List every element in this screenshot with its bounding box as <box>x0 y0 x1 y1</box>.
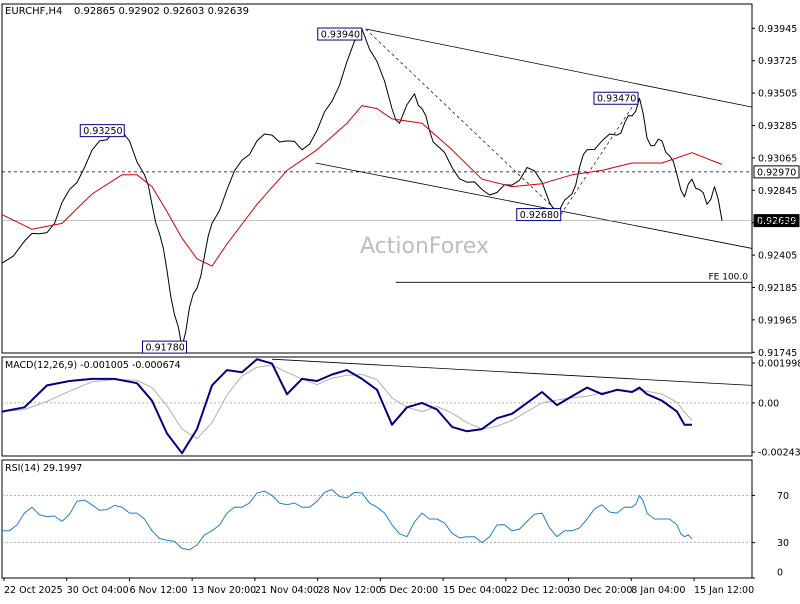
price-tick-label: 0.91745 <box>758 348 797 359</box>
price-tick-label: 0.91965 <box>758 315 797 326</box>
price-tick-label: 0.93065 <box>758 153 797 164</box>
price-tick-label: 0.92625 <box>758 218 797 229</box>
rsi-tick-label: 0 <box>777 568 783 579</box>
macd-trendline <box>271 358 753 386</box>
rsi-line <box>2 489 693 551</box>
channel-lower-line <box>315 162 753 249</box>
price-label-box <box>79 124 125 138</box>
price-label-box <box>516 208 562 222</box>
time-tick-label: 30 Oct 04:00 <box>67 585 129 596</box>
time-tick-label: 15 Jan 12:00 <box>694 585 754 596</box>
price-label-text: 0.91780 <box>146 343 185 354</box>
time-tick-label: 13 Nov 20:00 <box>192 585 256 596</box>
moving-average-line <box>1 105 723 267</box>
rsi-title: RSI(14) 29.1997 <box>5 463 82 474</box>
fe-level-label: FE 100.0 <box>709 272 749 282</box>
macd-tick-label: 0.00 <box>758 398 779 409</box>
channel-upper-line <box>365 28 753 108</box>
macd-signal-line <box>1 364 693 440</box>
price-label-box <box>593 91 639 105</box>
price-panel-frame <box>1 3 753 354</box>
price-label-text: 0.93250 <box>83 126 122 137</box>
chart-ohlc-label: 0.92865 0.92902 0.92603 0.92639 <box>74 6 249 17</box>
price-label-text: 0.93940 <box>321 30 360 41</box>
price-tick-label: 0.93505 <box>758 89 797 100</box>
swing-up-dashed <box>560 98 639 215</box>
rsi-panel-frame <box>1 459 753 579</box>
macd-panel-frame <box>1 356 753 457</box>
rsi-tick-label: 30 <box>777 538 789 549</box>
time-tick-label: 28 Nov 12:00 <box>318 585 382 596</box>
macd-tick-label: -0.002434 <box>758 448 800 459</box>
price-tick-label: 0.93285 <box>758 121 797 132</box>
price-tick-label: 0.93725 <box>758 56 797 67</box>
price-label-text: 0.92639 <box>757 216 796 227</box>
chart-symbol-label: EURCHF,H4 <box>5 6 62 17</box>
time-tick-label: 15 Dec 04:00 <box>443 585 507 596</box>
watermark: ActionForex <box>360 234 489 259</box>
time-tick-label: 22 Dec 12:00 <box>506 585 570 596</box>
macd-tick-label: 0.001998 <box>758 359 800 370</box>
price-label-box <box>142 340 187 354</box>
price-tick-label: 0.92845 <box>758 186 797 197</box>
rsi-tick-label: 70 <box>777 491 789 502</box>
time-tick-label: 22 Oct 2025 <box>4 585 63 596</box>
price-tick-label: 0.92405 <box>758 251 797 262</box>
time-tick-label: 5 Dec 20:00 <box>380 585 438 596</box>
price-label-box <box>753 165 800 179</box>
price-label-text: 0.92970 <box>757 167 796 178</box>
time-tick-label: 6 Nov 12:00 <box>129 585 187 596</box>
price-tick-label: 0.93945 <box>758 24 797 35</box>
swing-down-dashed <box>365 28 561 215</box>
macd-title: MACD(12,26,9) -0.001005 -0.000674 <box>5 360 181 371</box>
time-tick-label: 21 Nov 04:00 <box>255 585 319 596</box>
price-tick-label: 0.92185 <box>758 283 797 294</box>
price-label-box <box>753 214 800 228</box>
time-tick-label: 8 Jan 04:00 <box>631 585 685 596</box>
price-label-text: 0.93470 <box>597 94 636 105</box>
macd-line <box>1 358 692 455</box>
price-label-box <box>317 27 363 41</box>
time-tick-label: 30 Dec 20:00 <box>569 585 633 596</box>
price-series-line <box>1 28 723 348</box>
price-label-text: 0.92680 <box>520 210 559 221</box>
